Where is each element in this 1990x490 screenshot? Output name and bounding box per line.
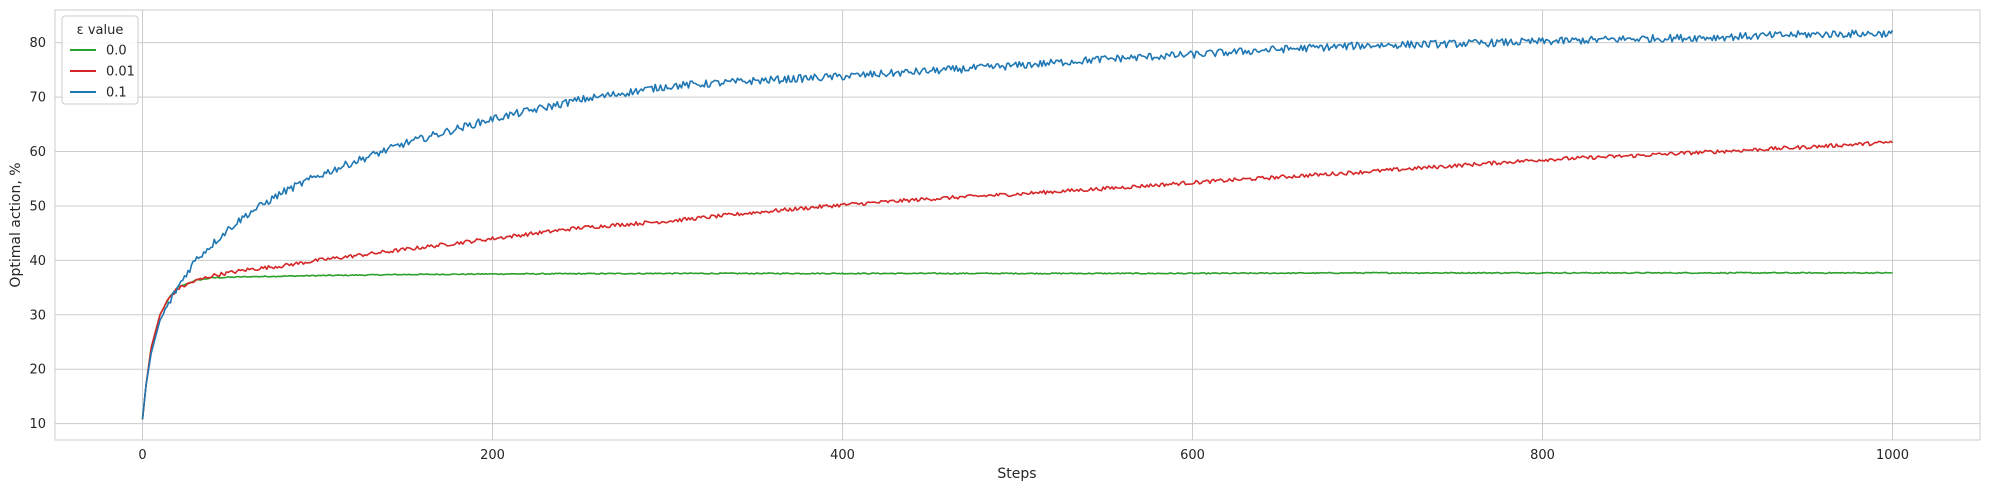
y-tick-label: 40 bbox=[29, 254, 46, 269]
y-tick-label: 80 bbox=[29, 36, 46, 51]
y-tick-label: 60 bbox=[29, 145, 46, 160]
x-tick-label: 400 bbox=[830, 448, 855, 463]
y-tick-label: 50 bbox=[29, 199, 46, 214]
x-tick-label: 0 bbox=[138, 448, 146, 463]
y-tick-labels: 10 20 30 40 50 60 70 80 bbox=[29, 36, 46, 432]
y-axis-label: Optimal action, % bbox=[8, 162, 24, 287]
series-line-0.1 bbox=[141, 29, 1894, 420]
series-line-0.0 bbox=[141, 271, 1893, 420]
legend-box bbox=[61, 15, 139, 105]
legend-label: 0.01 bbox=[106, 65, 135, 80]
grid bbox=[55, 10, 1980, 440]
series-line-0.01 bbox=[141, 140, 1894, 420]
y-tick-label: 10 bbox=[29, 417, 46, 432]
x-tick-label: 600 bbox=[1180, 448, 1205, 463]
plot-background bbox=[54, 9, 1981, 441]
legend-title: ε value bbox=[77, 23, 124, 38]
legend: ε value 0.0 0.01 0.1 bbox=[61, 15, 139, 105]
legend-label: 0.1 bbox=[106, 86, 127, 101]
x-tick-label: 800 bbox=[1530, 448, 1555, 463]
legend-label: 0.0 bbox=[106, 44, 127, 59]
y-tick-label: 30 bbox=[29, 308, 46, 323]
y-tick-label: 70 bbox=[29, 91, 46, 106]
x-tick-label: 1000 bbox=[1876, 448, 1909, 463]
x-tick-label: 200 bbox=[480, 448, 505, 463]
y-tick-label: 20 bbox=[29, 363, 46, 378]
x-axis-label: Steps bbox=[997, 466, 1036, 482]
series-lines bbox=[141, 29, 1894, 420]
x-tick-labels: 0 200 400 600 800 1000 bbox=[138, 448, 1909, 463]
